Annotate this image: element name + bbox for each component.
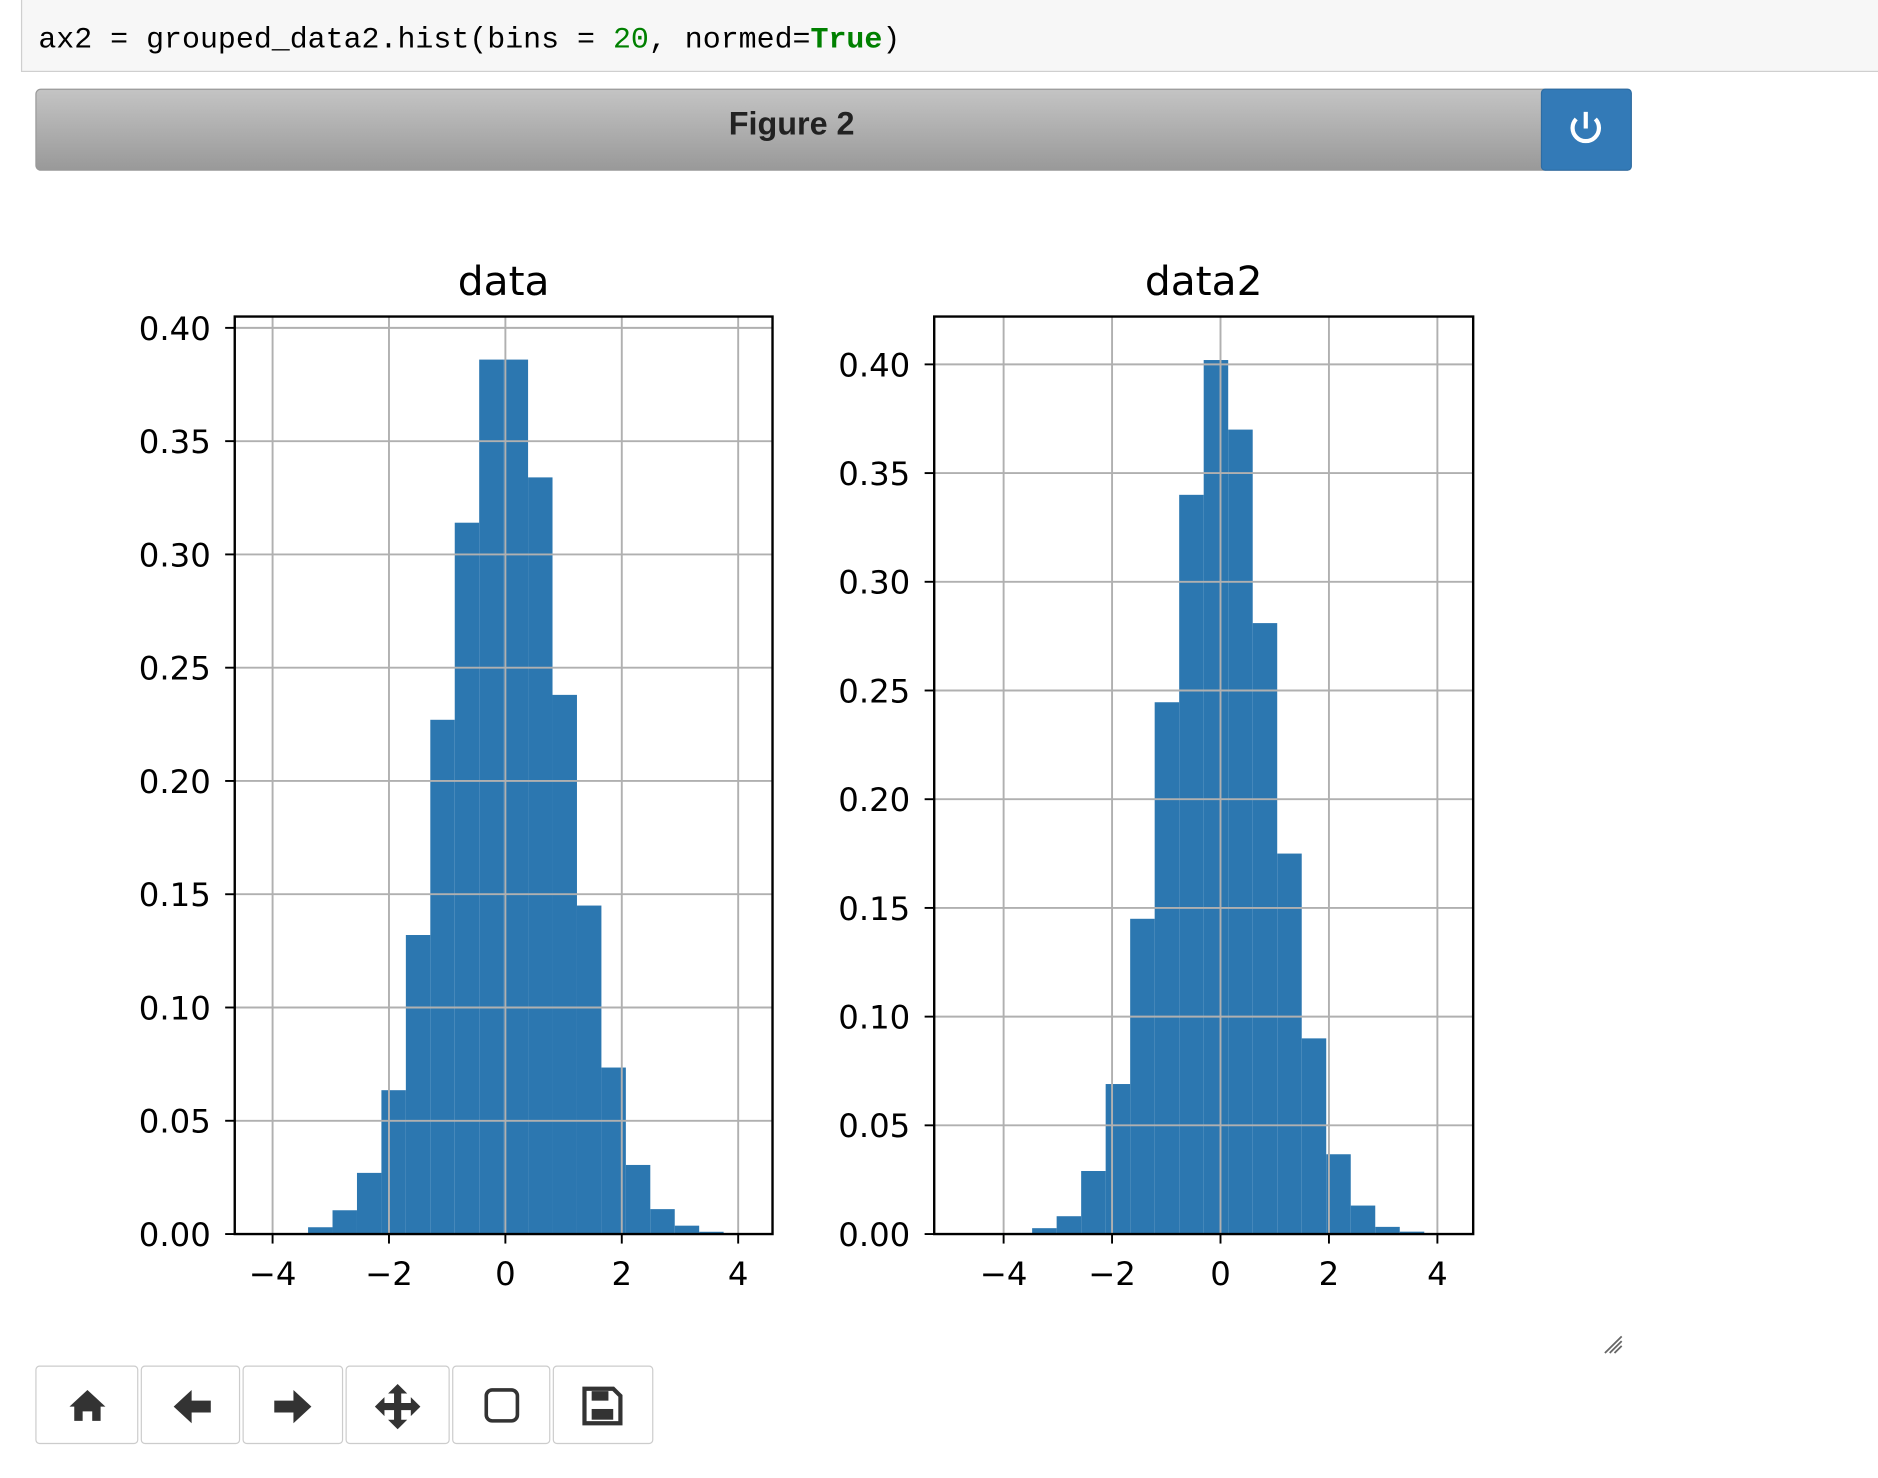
histogram-bar [1105,1084,1131,1235]
code-token: ax2 = grouped_data2.hist(bins = [38,23,613,57]
save-button[interactable] [552,1365,654,1445]
figure-title: Figure 2 [729,106,855,142]
histogram-bar [430,719,455,1235]
back-button[interactable] [140,1365,241,1445]
y-tick-label: 0.05 [139,1103,211,1141]
histogram-bar [650,1209,675,1235]
y-tick-label: 0.05 [838,1107,910,1145]
histogram-bar [356,1172,382,1235]
code-line: ax2 = grouped_data2.hist(bins = 20, norm… [38,23,900,57]
y-tick-label: 0.25 [139,650,211,688]
histogram-bar [1252,623,1278,1235]
histogram-bar [1154,702,1180,1235]
axes-frame [233,315,774,1236]
x-tick-label: −4 [249,1255,297,1293]
histogram-bar [454,522,480,1235]
y-tick-label: 0.30 [139,536,211,574]
code-token: True [811,23,883,57]
y-tick-label: 0.20 [838,781,910,819]
histogram-bar [1350,1205,1376,1235]
histogram-bar [1130,918,1155,1235]
x-tick-label: −2 [365,1255,413,1293]
histogram-bar [1399,1231,1425,1235]
code-token: , normed= [649,23,811,57]
histogram-bar [552,694,577,1235]
x-tick-label: 2 [1319,1255,1340,1293]
histogram-bar [1301,1038,1327,1235]
axes-frame [933,315,1475,1236]
histogram-bar [1277,853,1302,1235]
chart-title: data2 [1145,257,1263,305]
x-tick-label: 4 [728,1255,749,1293]
y-tick-label: 0.30 [838,564,910,602]
histogram-bar [1179,494,1204,1235]
histogram-bar [1056,1216,1082,1235]
code-cell[interactable] [20,0,1878,72]
y-tick-label: 0.10 [838,999,910,1037]
histogram-bar [479,359,504,1235]
histogram-bar [528,477,553,1235]
zoom-button[interactable] [452,1365,551,1445]
y-tick-label: 0.15 [838,890,910,928]
x-tick-label: 4 [1427,1255,1448,1293]
y-tick-label: 0.35 [139,423,211,461]
pan-button[interactable] [345,1365,450,1445]
resize-handle[interactable] [1604,1335,1623,1354]
x-tick-label: −2 [1088,1255,1136,1293]
y-tick-label: 0.35 [838,455,910,493]
histogram-bar [405,935,431,1235]
histogram-bar [1228,429,1253,1235]
histogram-bar [332,1210,357,1235]
figure-canvas: data −4 −2 0 2 4 0.00 0.05 0.10 0.15 0.20 0.25 0.30 0… [139,257,1475,1293]
y-tick-label: 0.20 [139,763,211,801]
home-button[interactable] [35,1365,139,1445]
x-tick-label: −4 [980,1255,1028,1293]
histogram-bar [381,1090,406,1235]
y-tick-label: 0.25 [838,672,910,710]
histogram-bar [674,1225,700,1235]
chart-title: data [458,257,550,305]
histogram-bar [576,905,602,1235]
histogram-bar [1326,1154,1351,1235]
histogram-bar [1081,1170,1106,1235]
histogram-bar [308,1227,333,1235]
x-tick-label: 2 [611,1255,632,1293]
y-tick-label: 0.40 [139,310,211,348]
forward-button[interactable] [242,1365,344,1445]
toolbar [35,1365,654,1445]
x-tick-label: 0 [495,1255,516,1293]
y-tick-label: 0.15 [139,876,211,914]
y-tick-label: 0.00 [139,1216,211,1254]
code-token: ) [882,23,900,57]
histogram-bar [1203,360,1229,1235]
y-tick-label: 0.10 [139,989,211,1027]
y-tick-label: 0.00 [838,1216,910,1254]
histogram-bar [503,359,529,1235]
close-button[interactable] [1540,88,1632,171]
code-token: 20 [613,23,649,57]
histogram-bar [1032,1228,1057,1235]
y-tick-label: 0.40 [838,346,910,384]
x-tick-label: 0 [1210,1255,1231,1293]
histogram-bar [1375,1226,1400,1235]
histogram-bar [625,1164,651,1235]
